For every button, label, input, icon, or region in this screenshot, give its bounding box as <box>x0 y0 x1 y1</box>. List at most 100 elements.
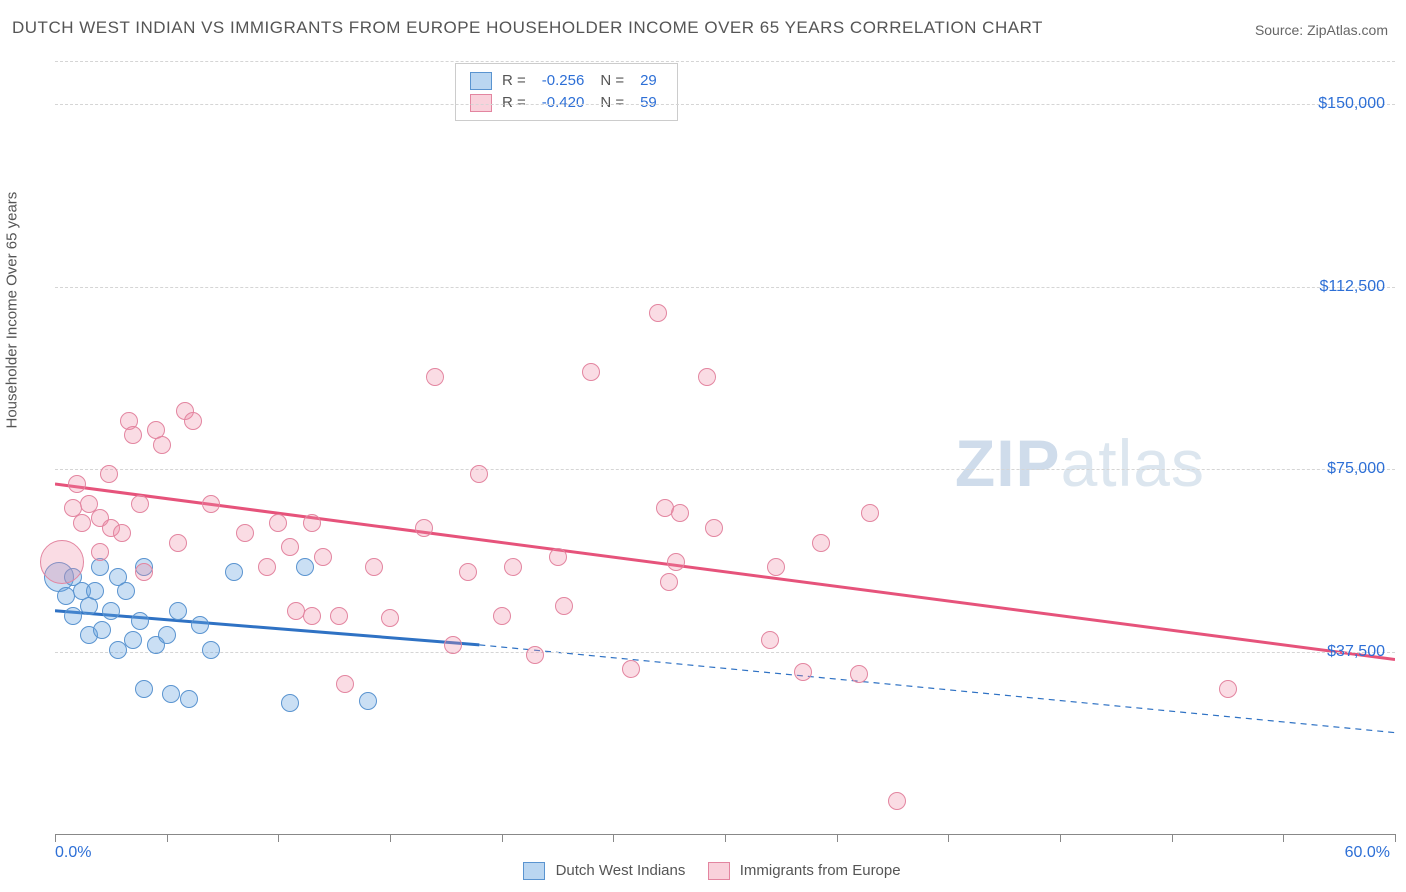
legend-row-series1: R = -0.256 N = 29 <box>470 70 663 92</box>
correlation-legend: R = -0.256 N = 29 R = -0.420 N = 59 <box>455 63 678 121</box>
xtick <box>1172 834 1173 842</box>
n-value-1: 29 <box>640 70 657 92</box>
data-point <box>861 504 879 522</box>
data-point <box>649 304 667 322</box>
data-point <box>622 660 640 678</box>
swatch-blue-icon <box>470 72 492 90</box>
data-point <box>113 524 131 542</box>
data-point <box>303 514 321 532</box>
data-point <box>40 540 84 584</box>
data-point <box>162 685 180 703</box>
gridline <box>55 61 1395 62</box>
gridline <box>55 469 1395 470</box>
data-point <box>131 612 149 630</box>
data-point <box>705 519 723 537</box>
data-point <box>64 607 82 625</box>
data-point <box>698 368 716 386</box>
xtick <box>1060 834 1061 842</box>
xtick <box>1283 834 1284 842</box>
data-point <box>812 534 830 552</box>
data-point <box>184 412 202 430</box>
data-point <box>330 607 348 625</box>
data-point <box>415 519 433 537</box>
data-point <box>169 534 187 552</box>
data-point <box>767 558 785 576</box>
data-point <box>381 609 399 627</box>
swatch-blue-icon <box>523 862 545 880</box>
data-point <box>135 680 153 698</box>
ytick-label: $75,000 <box>1327 460 1385 478</box>
data-point <box>202 495 220 513</box>
data-point <box>1219 680 1237 698</box>
xtick <box>1395 834 1396 842</box>
swatch-pink-icon <box>708 862 730 880</box>
data-point <box>86 582 104 600</box>
data-point <box>470 465 488 483</box>
data-point <box>671 504 689 522</box>
ytick-label: $150,000 <box>1318 95 1385 113</box>
data-point <box>180 690 198 708</box>
data-point <box>459 563 477 581</box>
data-point <box>131 495 149 513</box>
data-point <box>169 602 187 620</box>
gridline <box>55 287 1395 288</box>
data-point <box>444 636 462 654</box>
data-point <box>549 548 567 566</box>
xtick <box>725 834 726 842</box>
data-point <box>314 548 332 566</box>
ytick-label: $37,500 <box>1327 643 1385 661</box>
data-point <box>124 426 142 444</box>
series2-label: Immigrants from Europe <box>740 862 901 879</box>
data-point <box>426 368 444 386</box>
data-point <box>93 621 111 639</box>
xtick <box>837 834 838 842</box>
xtick <box>390 834 391 842</box>
data-point <box>667 553 685 571</box>
data-point <box>135 563 153 581</box>
data-point <box>281 538 299 556</box>
plot-area: ZIPatlas R = -0.256 N = 29 R = -0.420 N … <box>55 55 1395 835</box>
data-point <box>153 436 171 454</box>
data-point <box>269 514 287 532</box>
data-point <box>73 514 91 532</box>
gridline <box>55 652 1395 653</box>
data-point <box>660 573 678 591</box>
data-point <box>359 692 377 710</box>
data-point <box>117 582 135 600</box>
xtick <box>613 834 614 842</box>
xtick <box>55 834 56 842</box>
data-point <box>526 646 544 664</box>
data-point <box>225 563 243 581</box>
data-point <box>202 641 220 659</box>
data-point <box>68 475 86 493</box>
chart-title: DUTCH WEST INDIAN VS IMMIGRANTS FROM EUR… <box>12 18 1043 38</box>
xtick-label: 60.0% <box>1345 844 1390 862</box>
xtick-label: 0.0% <box>55 844 91 862</box>
data-point <box>236 524 254 542</box>
data-point <box>493 607 511 625</box>
watermark: ZIPatlas <box>955 425 1205 501</box>
data-point <box>365 558 383 576</box>
source-label: Source: ZipAtlas.com <box>1255 22 1388 38</box>
data-point <box>91 543 109 561</box>
correlation-chart: DUTCH WEST INDIAN VS IMMIGRANTS FROM EUR… <box>0 0 1406 892</box>
data-point <box>761 631 779 649</box>
ytick-label: $112,500 <box>1319 278 1385 296</box>
data-point <box>555 597 573 615</box>
data-point <box>158 626 176 644</box>
data-point <box>850 665 868 683</box>
data-point <box>124 631 142 649</box>
data-point <box>109 641 127 659</box>
data-point <box>191 616 209 634</box>
xtick <box>948 834 949 842</box>
y-axis-label: Householder Income Over 65 years <box>4 192 21 429</box>
data-point <box>281 694 299 712</box>
r-value-1: -0.256 <box>542 70 585 92</box>
series-legend: Dutch West Indians Immigrants from Europ… <box>0 862 1406 880</box>
data-point <box>888 792 906 810</box>
data-point <box>504 558 522 576</box>
data-point <box>100 465 118 483</box>
data-point <box>336 675 354 693</box>
gridline <box>55 104 1395 105</box>
data-point <box>582 363 600 381</box>
